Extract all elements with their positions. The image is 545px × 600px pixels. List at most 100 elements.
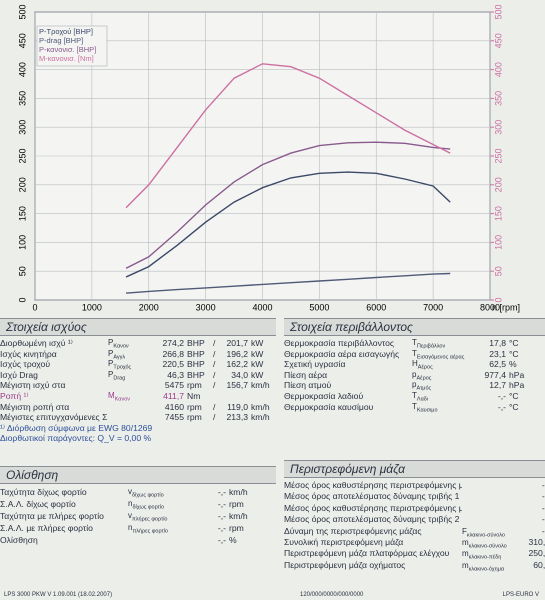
x-tick-label: 7000 — [423, 302, 443, 312]
symbol: v — [128, 487, 132, 496]
row-label: Συνολική περιστρεφόμενη μάζα — [284, 536, 404, 547]
row-unit: km/h — [229, 511, 248, 521]
row-value2: 196,2 — [210, 349, 248, 363]
row-symbol: Fκλακινο-σύνολο — [462, 526, 524, 542]
table-row: Περιστρεφόμενη μάζα πλατφόρμας ελέγχου mκ… — [284, 548, 545, 561]
row-value: 4160 — [164, 401, 184, 412]
row-symbol: PΑγγλ — [108, 349, 152, 363]
row-unit: hPa — [509, 369, 525, 380]
row-symbol: PΚανον — [108, 338, 152, 352]
row-unit: hPa — [509, 380, 525, 391]
row-value: 23,1 — [489, 348, 506, 359]
row-value: -,- — [541, 502, 545, 513]
y-tick-label: 50 — [17, 266, 27, 276]
row-symbol: TΕισαγόμενος αέρας — [412, 349, 476, 363]
y-tick-label: 150 — [17, 206, 27, 221]
row-label: Διορθωμένη ισχύ ¹⁾ — [0, 338, 73, 348]
row-label: Θερμοκρασία καυσίμου — [284, 401, 374, 412]
row-unit: rpm — [187, 380, 202, 391]
row-value2: 156,7 — [210, 380, 248, 391]
mass-section: Περιστρεφόμενη μάζα Μέσος όρος καθυστέρησ… — [284, 460, 545, 572]
symbol-subscript: δίχως φορτίο — [132, 504, 165, 511]
table-row: Σ.Α.Λ. με πλήρες φορτίο nπλήρες φορτίο -,-… — [0, 522, 276, 535]
row-unit: rpm — [187, 401, 202, 412]
row-label: Ισχύ Drag — [0, 369, 38, 380]
y2-tick-label: 50 — [493, 266, 503, 276]
row-label: Μέγιστες επιτυγχανόμενες Σ.Α.Λ. — [0, 412, 108, 423]
symbol: T — [412, 390, 417, 400]
row-unit2: kW — [251, 359, 264, 370]
table-row: Πίεση ατμού pΑτμός 12,7 hPa — [284, 380, 545, 392]
row-value: 46,3 — [167, 369, 184, 380]
chart: n [rpm] 05010015020025030035040045050005… — [17, 4, 520, 312]
symbol: v — [128, 511, 132, 520]
y-tick-label: 450 — [17, 33, 27, 48]
symbol: P — [108, 338, 114, 347]
x-tick-label: 6000 — [366, 302, 386, 312]
row-label: Ολίσθηση — [0, 535, 38, 545]
power-section: Στοιχεία ισχύος Διορθωμένη ισχύ ¹⁾ PΚανον 2… — [0, 318, 276, 444]
row-value: -,- — [541, 514, 545, 525]
row-unit: rpm — [187, 412, 202, 423]
x-tick-label: 5000 — [309, 302, 329, 312]
row-value: -,- — [541, 525, 545, 536]
row-value: -,- — [541, 491, 545, 502]
legend-entry: P-Τροχού [BHP] — [39, 27, 93, 36]
row-value: 5475 — [164, 380, 184, 391]
row-label: Σ.Α.Λ. δίχως φορτίο — [0, 499, 76, 509]
y-tick-label: 200 — [17, 177, 27, 192]
y2-tick-label: 0 — [493, 297, 503, 302]
x-tick-label: 8000 — [480, 302, 500, 312]
y2-tick-label: 250 — [493, 148, 503, 163]
series-line — [125, 272, 451, 294]
symbol-subscript: Κανον — [114, 396, 131, 403]
row-value: 274,2 — [162, 338, 184, 348]
y2-tick-label: 450 — [493, 33, 503, 48]
row-label: Ταχύτητα με πλήρες φορτίο — [0, 511, 104, 521]
row-value: 266,8 — [162, 348, 184, 359]
legend-entry: P-κανονισ. [BHP] — [39, 45, 96, 54]
symbol-subscript: Αγγλ — [113, 354, 126, 361]
row-unit: rpm — [229, 523, 244, 533]
row-unit2: kW — [251, 369, 264, 380]
table-row: Μέσος όρος αποτελέσματος δύναμης τριβής … — [284, 514, 545, 525]
x-tick-label: 2000 — [139, 302, 159, 312]
row-label: Μέσος όρος αποτελέσματος δύναμης τριβής … — [284, 491, 460, 502]
row-value: 310,0 — [528, 536, 545, 547]
row-value: 17,8 — [489, 338, 506, 348]
row-value: -,- — [217, 499, 226, 509]
legend-box — [36, 25, 108, 67]
y-tick-label: 350 — [17, 91, 27, 106]
y2-tick-label: 100 — [493, 235, 503, 250]
row-label: Σχετική υγρασία — [284, 359, 346, 370]
row-unit: BHP — [187, 338, 205, 348]
y2-tick-label: 500 — [493, 4, 503, 19]
symbol: m — [462, 537, 469, 547]
row-unit: °C — [509, 338, 519, 348]
y-tick-label: 500 — [17, 4, 27, 19]
row-symbol: MΚανον — [108, 391, 152, 405]
footer-center: 120/000/0000/000/0000 — [300, 592, 364, 598]
section-title: Στοιχεία περιβάλλοντος — [284, 318, 545, 336]
row-label: Μέσος όρος καθυστέρησης περιστρεφόμενης … — [284, 502, 462, 513]
legend-entry: P-drag [BHP] — [39, 36, 83, 45]
row-value2: 162,2 — [210, 359, 248, 373]
symbol-subscript: Καυσιμο — [416, 407, 438, 414]
row-value: 411,7 — [163, 390, 184, 401]
table-row: Θερμοκρασία καυσίμου TΚαυσιμο -,- °C — [284, 401, 545, 416]
row-label: Σ.Α.Λ. με πλήρες φορτίο — [0, 523, 93, 533]
symbol: P — [108, 369, 114, 379]
symbol-subscript: κλακινο-σύνολο — [468, 543, 507, 550]
row-symbol: TΚαυσιμο — [412, 402, 476, 416]
row-symbol: PΤροχός — [108, 359, 152, 373]
table-row: Θερμοκρασία αέρα εισαγωγής TΕισαγόμενος α… — [284, 348, 545, 363]
table-row: Συνολική περιστρεφόμενη μάζα mκλακινο-σύν… — [284, 537, 545, 550]
table-row: Ροπή ¹⁾ MΚανον 411,7 Nm — [0, 390, 276, 405]
section-title: Περιστρεφόμενη μάζα — [284, 460, 545, 478]
row-label: Μέσος όρος αποτελέσματος δύναμης τριβής … — [284, 514, 460, 525]
